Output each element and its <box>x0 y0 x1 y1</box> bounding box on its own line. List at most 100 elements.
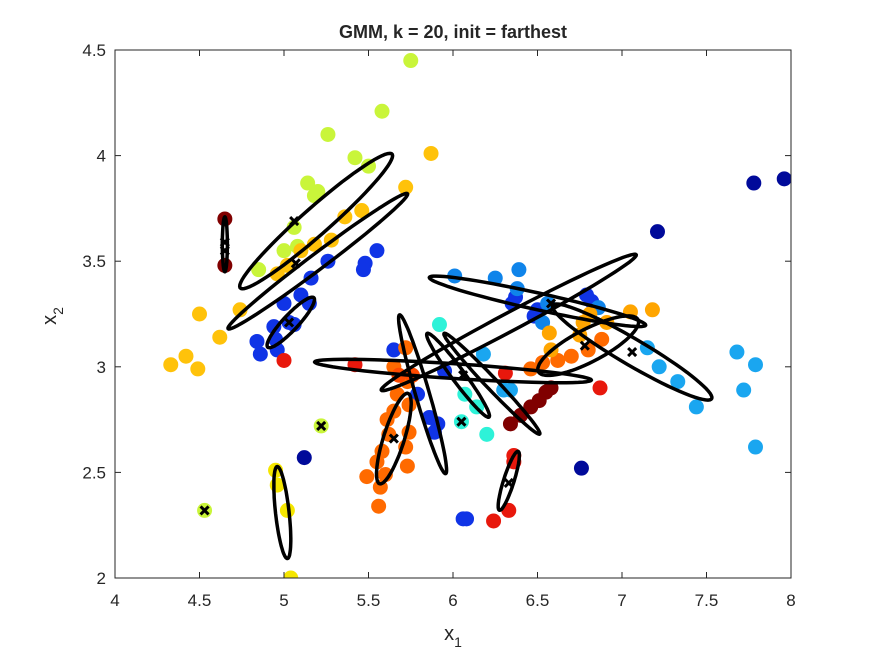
data-point <box>651 359 667 375</box>
x-tick-label: 7.5 <box>695 591 719 610</box>
cluster-center-marker <box>316 420 327 431</box>
y-tick-label: 3.5 <box>82 252 106 271</box>
x-tick-label: 5.5 <box>357 591 381 610</box>
data-point <box>347 150 363 166</box>
covariance-ellipse <box>312 357 594 385</box>
covariance-ellipse <box>265 295 317 350</box>
data-point <box>354 203 370 219</box>
data-point <box>320 126 336 142</box>
data-point <box>748 439 764 455</box>
plot-area <box>115 50 791 578</box>
data-point <box>594 331 610 347</box>
data-point <box>251 262 267 278</box>
data-point <box>369 243 385 259</box>
x-tick-label: 6 <box>448 591 457 610</box>
x-tick-label: 4 <box>110 591 119 610</box>
covariance-ellipse <box>442 331 542 436</box>
y-tick-label: 2 <box>97 569 106 588</box>
covariance-ellipse <box>536 314 641 378</box>
data-point <box>688 399 704 415</box>
data-point <box>252 346 268 362</box>
covariance-ellipse <box>379 252 639 393</box>
data-point <box>746 175 762 191</box>
data-point <box>386 342 402 358</box>
data-point <box>337 209 353 225</box>
data-point <box>644 302 660 318</box>
data-point <box>276 352 292 368</box>
data-point <box>649 224 665 240</box>
data-point <box>374 103 390 119</box>
covariance-ellipse <box>220 215 230 274</box>
data-point <box>398 179 414 195</box>
data-point <box>748 357 764 373</box>
data-point <box>475 346 491 362</box>
cluster-center-marker <box>627 346 638 358</box>
data-point <box>355 262 371 278</box>
chart-title: GMM, k = 20, init = farthest <box>339 22 567 42</box>
covariance-ellipse <box>427 274 648 329</box>
x-tick-label: 5 <box>279 591 288 610</box>
cluster-center-marker <box>388 433 399 444</box>
data-point <box>192 306 207 322</box>
data-point <box>573 460 589 476</box>
cluster-center-marker <box>456 416 467 427</box>
y-tick-label: 2.5 <box>82 463 106 482</box>
data-point <box>399 458 415 474</box>
cluster-center-marker <box>219 237 230 248</box>
data-point <box>502 416 518 432</box>
covariance-ellipse <box>496 449 522 513</box>
cluster-center-marker <box>545 298 557 309</box>
cluster-center-marker <box>284 317 295 328</box>
data-point <box>212 329 228 345</box>
cluster-centers <box>199 216 638 516</box>
y-tick-label: 4.5 <box>82 41 106 60</box>
data-point <box>403 53 419 69</box>
data-point <box>276 243 292 259</box>
covariance-ellipse <box>237 151 395 291</box>
data-point <box>431 317 447 333</box>
data-point <box>283 570 299 578</box>
data-point <box>266 319 282 335</box>
covariance-ellipse <box>374 391 413 486</box>
data-point <box>423 145 439 161</box>
data-point <box>296 450 312 466</box>
covariance-ellipse <box>272 464 293 561</box>
data-point <box>729 344 745 360</box>
x-axis-label: x1 <box>444 623 462 650</box>
cluster-center-marker <box>199 505 210 516</box>
data-point <box>163 357 179 373</box>
y-axis-label: x2 <box>39 307 66 325</box>
data-point <box>670 374 686 390</box>
data-point <box>563 348 579 364</box>
data-point <box>232 302 248 318</box>
cluster-center-marker <box>458 370 469 381</box>
data-point <box>479 426 495 442</box>
data-point <box>511 262 527 278</box>
covariance-ellipse <box>424 331 492 419</box>
data-point <box>541 325 557 341</box>
covariance-ellipse <box>396 313 449 476</box>
data-point <box>249 333 265 349</box>
covariance-ellipses <box>220 151 714 561</box>
cluster-center-marker <box>290 258 301 269</box>
x-tick-label: 8 <box>786 591 795 610</box>
cluster-center-marker <box>219 245 230 256</box>
x-tick-label: 4.5 <box>188 591 212 610</box>
data-point <box>178 348 194 364</box>
cluster-center-marker <box>579 340 590 351</box>
data-point <box>459 511 475 527</box>
y-tick-label: 4 <box>97 147 106 166</box>
data-point <box>776 171 791 187</box>
data-point <box>279 257 295 273</box>
covariance-ellipse <box>226 191 410 331</box>
data-point <box>306 236 322 252</box>
x-tick-label: 7 <box>617 591 626 610</box>
data-point <box>371 498 387 514</box>
x-tick-label: 6.5 <box>526 591 550 610</box>
y-tick-label: 3 <box>97 358 106 377</box>
data-point <box>592 380 608 396</box>
cluster-center-marker <box>503 477 514 489</box>
data-point <box>486 513 502 529</box>
data-point <box>190 361 206 377</box>
